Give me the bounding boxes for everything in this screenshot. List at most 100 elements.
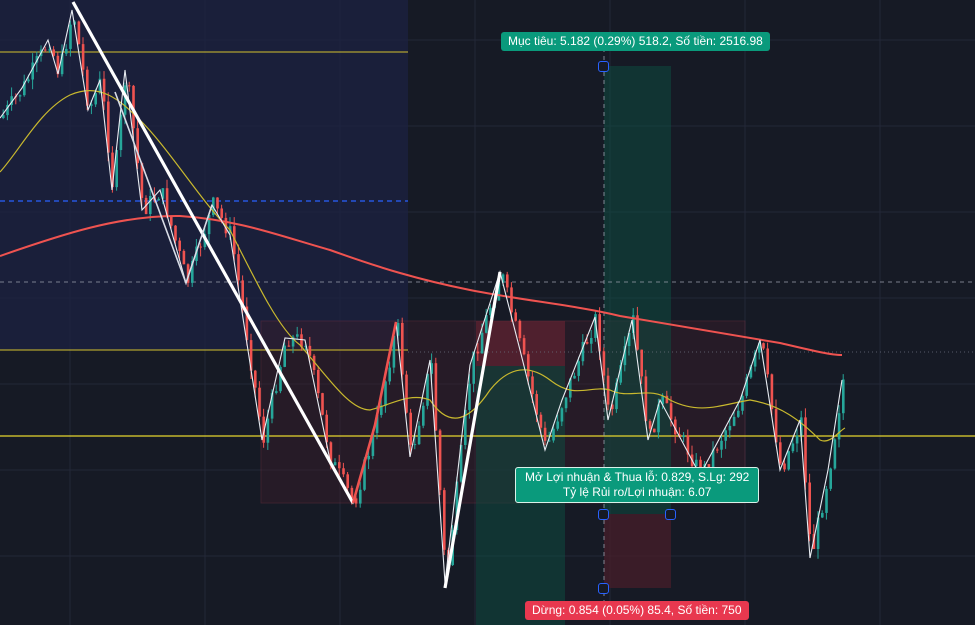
- candle-body: [35, 56, 39, 63]
- profit-zone-b: [604, 66, 671, 514]
- candle-body: [724, 430, 727, 441]
- candle-body: [157, 198, 160, 201]
- candle-body: [266, 418, 270, 443]
- candle-body: [426, 373, 429, 406]
- candle-body: [497, 282, 501, 301]
- candle-body: [23, 81, 26, 96]
- candle-body: [594, 314, 597, 338]
- candle-body: [405, 374, 408, 413]
- candle-body: [140, 163, 144, 198]
- candle-body: [745, 377, 748, 396]
- candle-body: [417, 425, 421, 445]
- zigzag-major-down[interactable]: [71, 1, 355, 504]
- candle-body: [279, 366, 282, 392]
- candle-body: [468, 383, 471, 410]
- candle-body: [501, 274, 505, 283]
- upper-left-highlight-zone: [0, 0, 408, 350]
- candle-body: [842, 379, 845, 414]
- candle-body: [48, 49, 51, 51]
- zigzag-red-leg: [351, 321, 398, 504]
- candle-body: [459, 445, 463, 482]
- stop-handle-icon[interactable]: [598, 583, 609, 594]
- candle-body: [489, 307, 492, 316]
- candle-body: [388, 367, 391, 382]
- candle-body: [531, 376, 534, 395]
- candle-body: [283, 345, 286, 367]
- candle-body: [728, 425, 732, 431]
- candle-body: [346, 474, 349, 488]
- pl-line-1: Mở Lợi nhuận & Thua lỗ: 0.829, S.Lg: 292: [525, 470, 750, 484]
- target-label[interactable]: Mục tiêu: 5.182 (0.29%) 518.2, Số tiền: …: [501, 32, 770, 51]
- candle-body: [573, 375, 576, 379]
- candle-body: [732, 416, 736, 426]
- entry-handle-icon[interactable]: [598, 509, 609, 520]
- candle-body: [56, 55, 60, 75]
- candle-body: [749, 366, 753, 378]
- candle-body: [102, 78, 106, 102]
- zigzag-mid-leg: [114, 91, 213, 286]
- zigzag-major-up[interactable]: [443, 271, 502, 589]
- candle-body: [837, 413, 841, 440]
- candle-body: [808, 482, 811, 535]
- candle-body: [241, 280, 244, 307]
- candle-body: [590, 337, 593, 344]
- candle-body: [455, 481, 459, 531]
- candle-body: [367, 455, 370, 460]
- candle-body: [514, 312, 517, 321]
- candle-body: [581, 342, 585, 362]
- candle-body: [165, 188, 169, 217]
- candle-body: [564, 397, 568, 409]
- candle-body: [539, 414, 543, 428]
- candle-body: [472, 351, 475, 384]
- candle-body: [90, 104, 93, 106]
- candle-body: [107, 101, 110, 153]
- candle-body: [720, 440, 723, 450]
- candle-body: [758, 343, 761, 353]
- candle-body: [18, 95, 22, 97]
- candle-body: [182, 250, 186, 265]
- candle-body: [342, 468, 345, 475]
- candle-body: [396, 322, 400, 336]
- candle-body: [111, 152, 114, 188]
- candle-body: [304, 345, 307, 347]
- candle-body: [821, 512, 824, 518]
- candle-body: [371, 433, 375, 456]
- candle-body: [506, 274, 509, 288]
- candle-body: [98, 78, 102, 94]
- candle-body: [174, 225, 177, 241]
- candle-body: [207, 215, 211, 235]
- candle-body: [644, 376, 648, 422]
- candle-body: [81, 44, 85, 70]
- candle-body: [510, 287, 513, 313]
- candle-body: [795, 435, 799, 444]
- candle-body: [325, 414, 328, 443]
- candle-body: [237, 254, 240, 281]
- candle-body: [413, 444, 417, 446]
- candle-body: [333, 462, 337, 466]
- candle-body: [485, 315, 488, 333]
- candle-body: [615, 382, 618, 410]
- candle-body: [569, 378, 572, 398]
- pl-summary-box[interactable]: Mở Lợi nhuận & Thua lỗ: 0.829, S.Lg: 292…: [515, 467, 760, 503]
- target-handle-icon[interactable]: [598, 61, 609, 72]
- candle-body: [665, 395, 669, 404]
- candle-body: [737, 410, 740, 417]
- candle-body: [233, 226, 236, 255]
- candle-body: [296, 334, 299, 337]
- candle-body: [2, 115, 5, 118]
- candle-body: [783, 463, 786, 470]
- candle-body: [27, 79, 30, 82]
- stop-label[interactable]: Dừng: 0.854 (0.05%) 85.4, Số tiền: 750: [525, 601, 749, 620]
- width-handle-icon[interactable]: [665, 509, 676, 520]
- candle-body: [216, 197, 219, 209]
- candle-body: [262, 416, 265, 443]
- candle-body: [770, 374, 774, 410]
- candle-body: [270, 392, 274, 419]
- candle-body: [619, 365, 622, 383]
- candle-body: [69, 24, 72, 49]
- zigzag-thin: [0, 9, 843, 584]
- candle-body: [287, 345, 291, 347]
- candle-body: [384, 381, 387, 406]
